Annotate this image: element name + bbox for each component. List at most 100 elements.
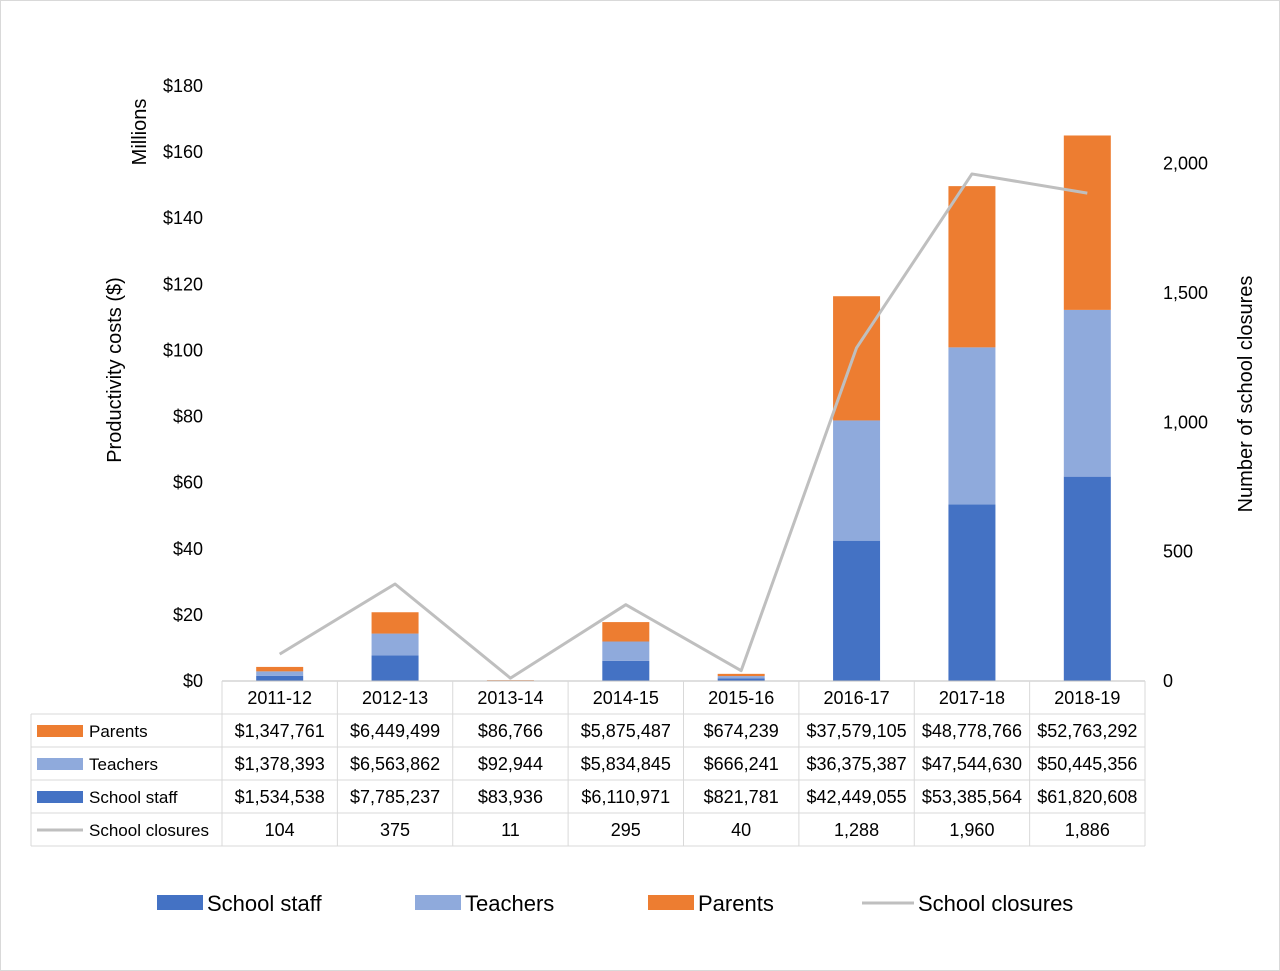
data-table: 2011-12 2012-13 2013-14 2014-15 2015-16 2016-… (30, 681, 1146, 847)
table-row-label: Teachers (89, 755, 158, 774)
x-tick-label: 2018-19 (1054, 688, 1120, 708)
x-tick-label: 2015-16 (708, 688, 774, 708)
bar-parents (833, 296, 881, 421)
bar-school-staff (833, 540, 881, 681)
legend-label: Parents (698, 891, 774, 916)
table-cell: 1,886 (1065, 820, 1110, 840)
table-cell: $7,785,237 (350, 787, 440, 807)
legend-swatch (415, 895, 461, 910)
table-cell: $86,766 (478, 721, 543, 741)
x-tick-label: 2014-15 (593, 688, 659, 708)
y-tick-label: $40 (173, 539, 203, 559)
units-label: Millions (129, 99, 151, 166)
table-row-key (37, 758, 83, 770)
x-tick-label: 2017-18 (939, 688, 1005, 708)
table-cell: $1,378,393 (235, 754, 325, 774)
bar-parents (948, 186, 996, 348)
bar-parents (602, 622, 650, 642)
table-cell: $666,241 (704, 754, 779, 774)
table-cell: $47,544,630 (922, 754, 1022, 774)
y-axis-right-label: Number of school closures (1235, 276, 1257, 513)
table-cell: 11 (501, 820, 520, 840)
bar-parents (717, 673, 765, 677)
table-cell: $37,579,105 (807, 721, 907, 741)
bar-school-staff (371, 655, 419, 681)
table-cell: $61,820,608 (1037, 787, 1137, 807)
y-tick-label: $60 (173, 473, 203, 493)
table-cell: 1,288 (834, 820, 879, 840)
legend-label: Teachers (465, 891, 554, 916)
legend-label: School closures (918, 891, 1073, 916)
bar-teachers (1063, 309, 1111, 477)
bar-teachers (256, 671, 304, 676)
school-closures-line (278, 172, 1088, 680)
table-cell: $6,563,862 (350, 754, 440, 774)
table-row-label: School staff (89, 788, 178, 807)
x-tick-label: 2011-12 (247, 688, 312, 708)
y-tick-label: $0 (183, 671, 203, 691)
table-cell: $6,449,499 (350, 721, 440, 741)
table-cell: $50,445,356 (1037, 754, 1137, 774)
bar-school-staff (1063, 476, 1111, 681)
table-cell: $92,944 (478, 754, 543, 774)
legend-label: School staff (207, 891, 322, 916)
table-cell: $5,834,845 (581, 754, 671, 774)
bar-school-staff (602, 660, 650, 681)
table-cell: $821,781 (704, 787, 779, 807)
y-tick-label: $80 (173, 407, 203, 427)
y-right-tick-label: 1,500 (1163, 283, 1208, 303)
bar-school-staff (717, 678, 765, 681)
table-cell: 1,960 (949, 820, 994, 840)
bar-teachers (602, 641, 650, 661)
table-cell: 295 (611, 820, 641, 840)
table-row-key (37, 725, 83, 737)
y-right-tick-label: 1,000 (1163, 412, 1208, 432)
legend: School staff Teachers Parents School closur… (157, 891, 1073, 916)
table-row-label: Parents (89, 722, 148, 741)
table-cell: $36,375,387 (807, 754, 907, 774)
legend-swatch (157, 895, 203, 910)
table-cell: $53,385,564 (922, 787, 1022, 807)
table-cell: 375 (380, 820, 410, 840)
table-cell: $42,449,055 (807, 787, 907, 807)
y-right-tick-label: 500 (1163, 542, 1193, 562)
table-cell: $48,778,766 (922, 721, 1022, 741)
x-tick-label: 2016-17 (824, 688, 890, 708)
bar-parents (1063, 135, 1111, 310)
table-row-label: School closures (89, 821, 209, 840)
y-right-tick-label: 0 (1163, 671, 1173, 691)
table-cell: $5,875,487 (581, 721, 671, 741)
y-tick-label: $140 (163, 208, 203, 228)
table-row-key (37, 791, 83, 803)
bar-teachers (833, 420, 881, 541)
bar-school-staff (948, 504, 996, 681)
table-cell: $674,239 (704, 721, 779, 741)
y-tick-label: $20 (173, 605, 203, 625)
bar-teachers (948, 347, 996, 505)
table-cell: 40 (731, 820, 751, 840)
legend-swatch (648, 895, 694, 910)
table-cell: $1,347,761 (235, 721, 325, 741)
y-tick-label: $160 (163, 142, 203, 162)
bar-teachers (717, 676, 765, 679)
bar-teachers (371, 633, 419, 656)
bar-parents (256, 666, 304, 672)
table-cell: $52,763,292 (1037, 721, 1137, 741)
y-axis-left-ticks: $0 $20 $40 $60 $80 $100 $120 $140 $160 $180 (163, 76, 203, 691)
y-tick-label: $180 (163, 76, 203, 96)
bar-series (222, 135, 1145, 682)
line-series (278, 172, 1088, 680)
x-tick-label: 2012-13 (362, 688, 428, 708)
table-cell: $1,534,538 (235, 787, 325, 807)
y-tick-label: $100 (163, 340, 203, 360)
y-axis-right-ticks: 0 500 1,000 1,500 2,000 (1163, 154, 1208, 691)
x-tick-label: 2013-14 (477, 688, 543, 708)
table-cell: $83,936 (478, 787, 543, 807)
table-cell: 104 (265, 820, 295, 840)
y-axis-label: Productivity costs ($) (104, 277, 126, 463)
table-cell: $6,110,971 (581, 787, 670, 807)
bar-school-staff (256, 675, 304, 681)
y-tick-label: $120 (163, 274, 203, 294)
bar-parents (371, 612, 419, 634)
